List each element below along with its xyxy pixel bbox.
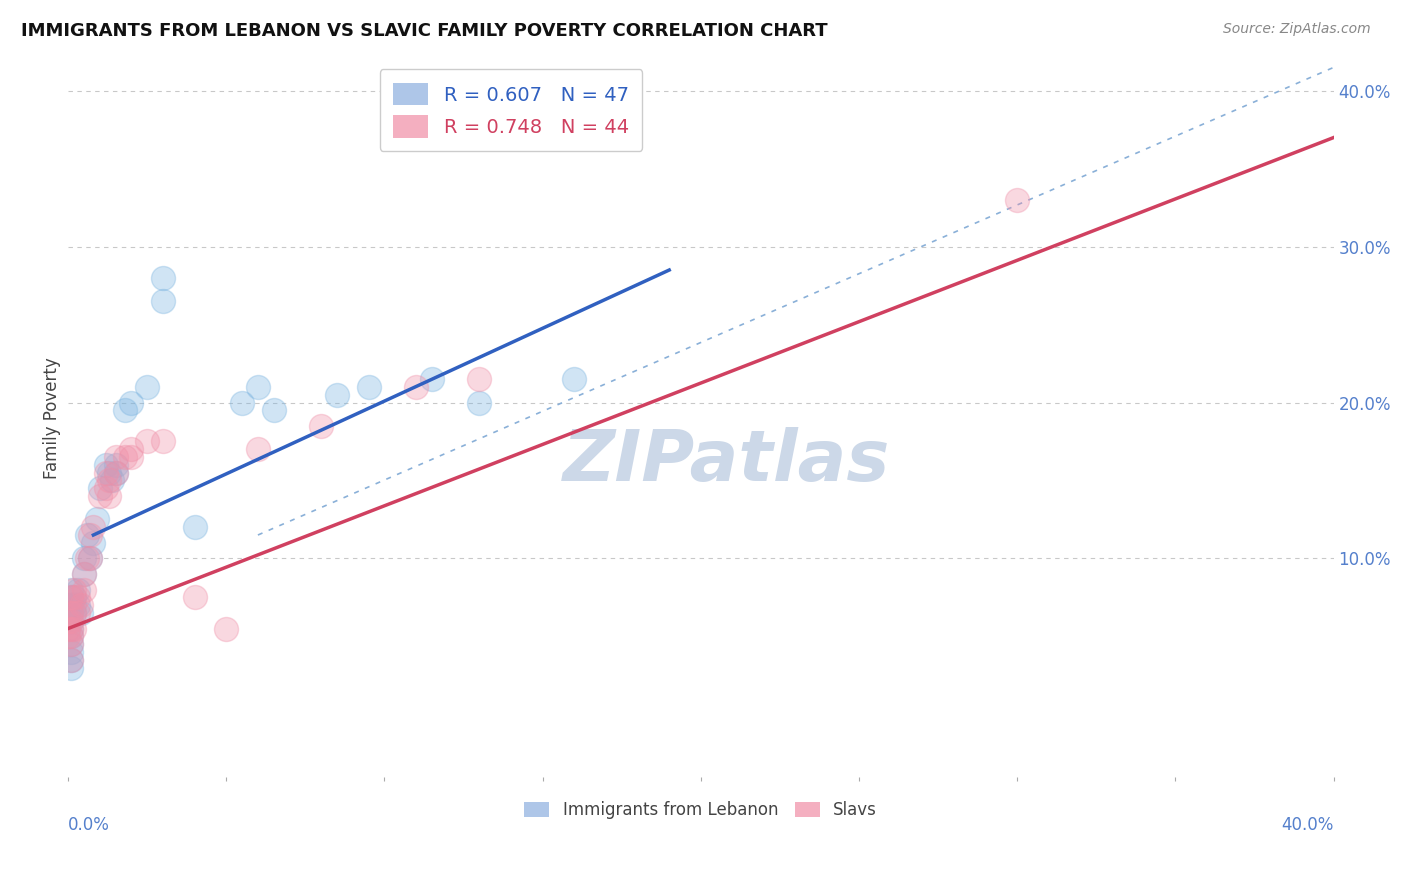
Point (263, 403, 285, 417)
Point (66, 582, 89, 597)
Point (60, 622, 83, 636)
Point (468, 372, 491, 386)
Point (60, 645, 83, 659)
Point (79, 551, 101, 566)
Point (60, 629, 83, 643)
Point (56, 622, 79, 636)
Point (136, 380, 159, 394)
Point (114, 403, 136, 417)
Text: Source: ZipAtlas.com: Source: ZipAtlas.com (1223, 22, 1371, 37)
Point (56, 614, 79, 628)
Point (420, 372, 443, 386)
Point (152, 434, 174, 449)
Point (63, 598, 86, 612)
Point (56, 606, 79, 620)
Point (60, 614, 83, 628)
Point (246, 442, 269, 457)
Point (89, 489, 111, 503)
Point (63, 622, 86, 636)
Point (152, 294, 174, 309)
Point (60, 582, 83, 597)
Point (89, 481, 111, 495)
Point (60, 598, 83, 612)
Point (56, 629, 79, 643)
Point (60, 660, 83, 674)
Point (104, 466, 127, 480)
Point (120, 450, 142, 464)
Text: ZIPatlas: ZIPatlas (562, 426, 890, 496)
Point (405, 380, 427, 394)
Point (104, 458, 127, 472)
Point (231, 395, 253, 409)
Point (60, 614, 83, 628)
Point (136, 434, 159, 449)
Point (69, 606, 91, 620)
Point (63, 582, 86, 597)
Point (60, 606, 83, 620)
Text: IMMIGRANTS FROM LEBANON VS SLAVIC FAMILY POVERTY CORRELATION CHART: IMMIGRANTS FROM LEBANON VS SLAVIC FAMILY… (21, 22, 828, 40)
Point (309, 418, 332, 433)
Point (60, 591, 83, 605)
Point (60, 637, 83, 651)
Point (60, 653, 83, 667)
Point (79, 551, 101, 566)
Point (94, 466, 117, 480)
Point (73, 582, 96, 597)
Point (104, 450, 127, 464)
Text: 40.0%: 40.0% (1281, 816, 1334, 834)
Point (246, 380, 269, 394)
Point (79, 528, 101, 542)
Point (60, 637, 83, 651)
Point (63, 591, 86, 605)
Point (114, 450, 136, 464)
Point (183, 520, 205, 534)
Point (56, 614, 79, 628)
Point (56, 598, 79, 612)
Point (60, 653, 83, 667)
Point (152, 270, 174, 285)
Point (66, 606, 89, 620)
Point (101, 474, 124, 488)
Point (63, 606, 86, 620)
Point (94, 481, 117, 495)
Point (183, 591, 205, 605)
Point (326, 388, 349, 402)
Point (73, 551, 96, 566)
Point (63, 591, 86, 605)
Point (76, 551, 98, 566)
Point (562, 372, 585, 386)
Point (468, 395, 491, 409)
Point (63, 606, 86, 620)
Point (69, 598, 91, 612)
Point (66, 598, 89, 612)
Point (82, 520, 104, 534)
Point (98, 489, 121, 503)
Point (104, 466, 127, 480)
Point (357, 380, 380, 394)
Point (98, 466, 121, 480)
Point (60, 629, 83, 643)
Point (76, 528, 98, 542)
Point (73, 566, 96, 581)
Point (66, 591, 89, 605)
Y-axis label: Family Poverty: Family Poverty (44, 357, 60, 479)
Point (98, 474, 121, 488)
Point (1007, 193, 1029, 207)
Point (73, 566, 96, 581)
Legend: Immigrants from Lebanon, Slavs: Immigrants from Lebanon, Slavs (517, 794, 884, 826)
Point (215, 622, 238, 636)
Point (82, 536, 104, 550)
Point (60, 591, 83, 605)
Point (94, 458, 117, 472)
Point (120, 395, 142, 409)
Point (56, 622, 79, 636)
Point (60, 622, 83, 636)
Point (120, 442, 142, 457)
Point (86, 512, 108, 526)
Point (60, 606, 83, 620)
Text: 0.0%: 0.0% (67, 816, 110, 834)
